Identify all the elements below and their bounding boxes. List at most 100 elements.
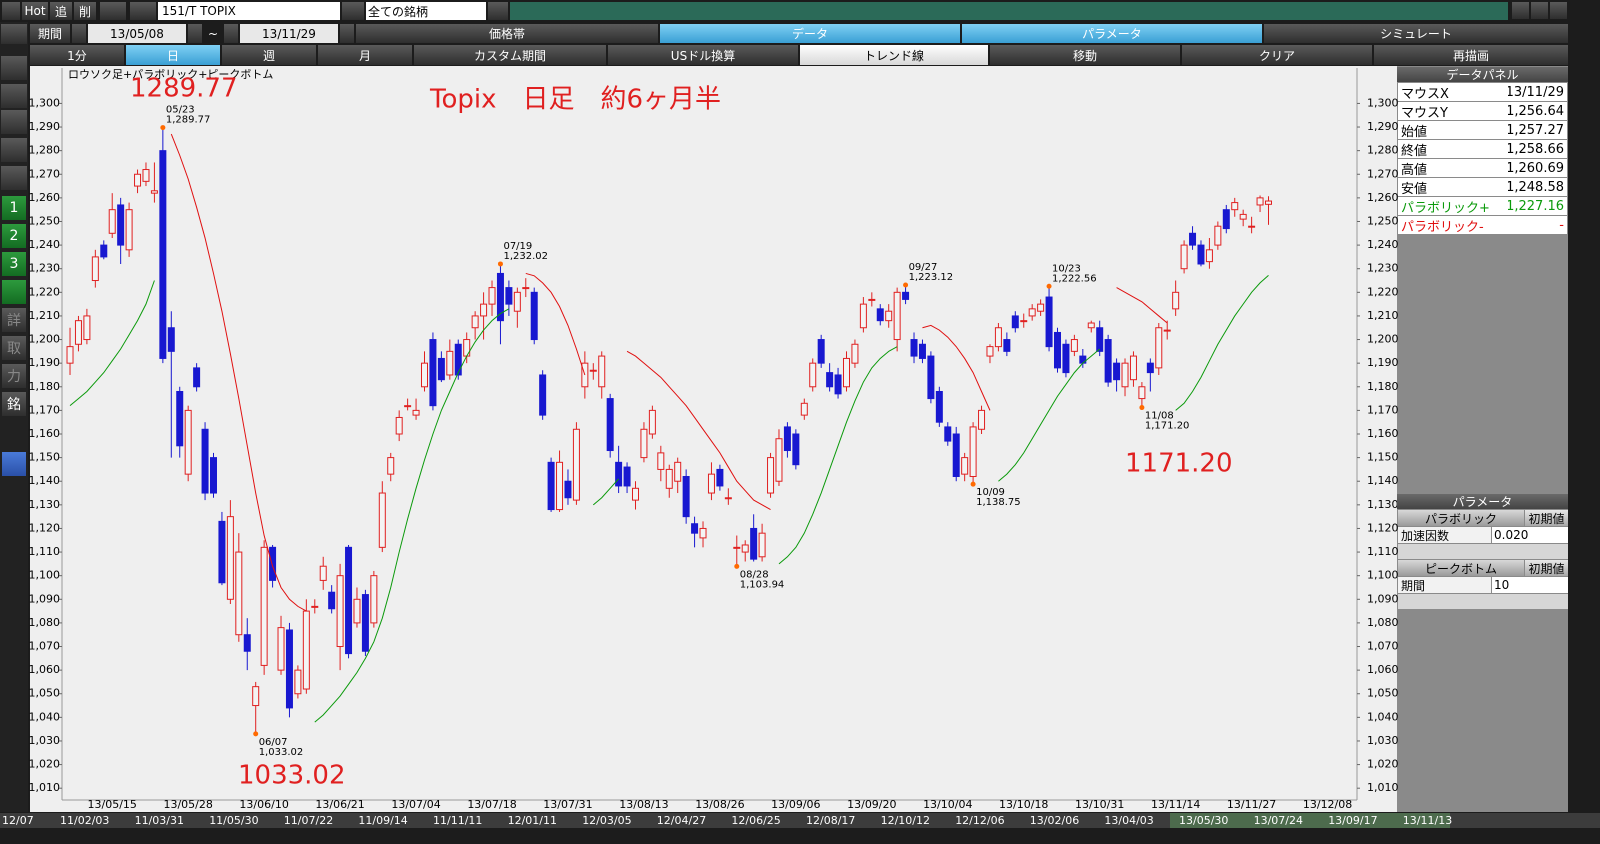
minimize-button[interactable]	[1512, 2, 1529, 19]
tool-icon[interactable]	[1, 138, 27, 162]
navigator-label: 11/11/11	[433, 814, 482, 827]
chart-title: Topix 日足 約6ヶ月半	[429, 85, 721, 115]
candle-body	[556, 461, 564, 511]
range-button[interactable]: 月	[318, 45, 412, 65]
from-input[interactable]: 13/05/08	[88, 24, 186, 43]
candle-body	[927, 355, 935, 400]
symbol-input[interactable]: 151/T TOPIX	[158, 2, 340, 20]
candle-body	[167, 327, 175, 352]
candle-body	[201, 428, 209, 494]
candle-body	[969, 426, 977, 478]
prev-button[interactable]	[100, 2, 126, 20]
candle-body	[243, 634, 251, 652]
y-tick-label: 1,190	[29, 356, 61, 369]
from-prev[interactable]	[72, 24, 86, 43]
candle-body	[345, 546, 353, 655]
range-button[interactable]: 再描画	[1374, 45, 1568, 65]
navigator-label: 11/09/14	[358, 814, 407, 827]
sidebar-button[interactable]: 1	[2, 196, 26, 220]
range-button[interactable]: 日	[126, 45, 220, 65]
candle-body	[1146, 362, 1154, 374]
maximize-button[interactable]	[1531, 2, 1548, 19]
hot-button[interactable]: Hot	[22, 2, 48, 20]
reset-button[interactable]: 初期値	[1525, 510, 1568, 526]
sidebar-button[interactable]: 2	[2, 224, 26, 248]
close-button[interactable]	[1550, 2, 1567, 19]
sidebar-button[interactable]: 銘	[2, 392, 26, 416]
param-label: 期間	[1398, 577, 1491, 593]
to-input[interactable]: 13/11/29	[240, 24, 338, 43]
y-tick-label: 1,160	[1367, 427, 1399, 440]
section-header: ピークボトム	[1398, 560, 1524, 576]
candle-body	[842, 357, 850, 388]
add-button[interactable]: 追	[50, 2, 72, 20]
peak-date: 11/08	[1145, 411, 1174, 422]
sidebar-button[interactable]: 力	[2, 364, 26, 388]
range-button[interactable]: 週	[222, 45, 316, 65]
y-tick-label: 1,130	[1367, 498, 1399, 511]
y-tick-label: 1,090	[29, 592, 61, 605]
candle-body	[505, 287, 513, 305]
param-input[interactable]: 10	[1492, 577, 1568, 593]
candle-body	[615, 461, 623, 487]
tool-icon[interactable]	[1, 56, 27, 80]
to-next[interactable]	[340, 24, 354, 43]
sidebar-button[interactable]: 詳	[2, 308, 26, 332]
symbol-dropdown[interactable]	[342, 2, 364, 20]
param-input[interactable]: 0.020	[1492, 527, 1568, 543]
y-tick-label: 1,010	[1367, 781, 1399, 794]
candle-body	[83, 315, 91, 341]
tool-icon[interactable]	[1, 166, 27, 190]
range-button[interactable]: カスタム期間	[414, 45, 606, 65]
candle-body	[66, 346, 74, 364]
range-button[interactable]: トレンド線	[800, 45, 988, 65]
from-next[interactable]	[188, 24, 202, 43]
range-button[interactable]: USドル換算	[608, 45, 798, 65]
candle-body	[277, 627, 285, 671]
slider[interactable]	[1398, 544, 1568, 559]
parabolic-line	[626, 350, 771, 510]
group-dropdown[interactable]	[488, 2, 508, 20]
sidebar-button[interactable]: 取	[2, 336, 26, 360]
candle-body	[876, 308, 884, 322]
y-tick-label: 1,170	[29, 403, 61, 416]
star-icon[interactable]	[2, 280, 26, 304]
data-value: 1,258.66	[1508, 140, 1567, 158]
candle-body	[420, 362, 428, 388]
sidebar-button[interactable]: 3	[2, 252, 26, 276]
candle-body	[252, 686, 260, 707]
slider[interactable]	[1398, 594, 1568, 609]
candle-body	[235, 551, 243, 636]
candle-body	[699, 527, 707, 539]
bulb-button[interactable]	[2, 2, 20, 20]
candle-body	[1062, 343, 1070, 374]
navigator-label: 13/07/24	[1254, 814, 1303, 827]
to-prev[interactable]	[224, 24, 238, 43]
search-icon[interactable]	[1, 24, 27, 44]
tab[interactable]: 価格帯	[356, 24, 658, 43]
range-button[interactable]: クリア	[1182, 45, 1372, 65]
tab[interactable]: シミュレート	[1264, 24, 1568, 43]
range-button[interactable]: 1分	[30, 45, 124, 65]
group-input[interactable]: 全ての銘柄	[366, 2, 486, 20]
delete-button[interactable]: 削	[74, 2, 96, 20]
tool-icon[interactable]	[1, 110, 27, 134]
candle-body	[868, 298, 876, 301]
reset-button[interactable]: 初期値	[1525, 560, 1568, 576]
tab[interactable]: パラメータ	[962, 24, 1262, 43]
x-tick-label: 13/09/20	[847, 798, 896, 811]
settings-icon[interactable]	[2, 452, 26, 476]
peak-label: 1,289.77	[166, 115, 211, 126]
range-button[interactable]: 移動	[990, 45, 1180, 65]
y-tick-label: 1,030	[29, 734, 61, 747]
tilde: ~	[207, 26, 219, 41]
tool-icon[interactable]	[1, 84, 27, 108]
navigator-label: 13/02/06	[1030, 814, 1079, 827]
candle-body	[1155, 327, 1163, 369]
next-button[interactable]	[130, 2, 156, 20]
candle-body	[631, 487, 639, 501]
candle-body	[530, 291, 538, 341]
candle-body	[1256, 197, 1264, 206]
tab[interactable]: データ	[660, 24, 960, 43]
